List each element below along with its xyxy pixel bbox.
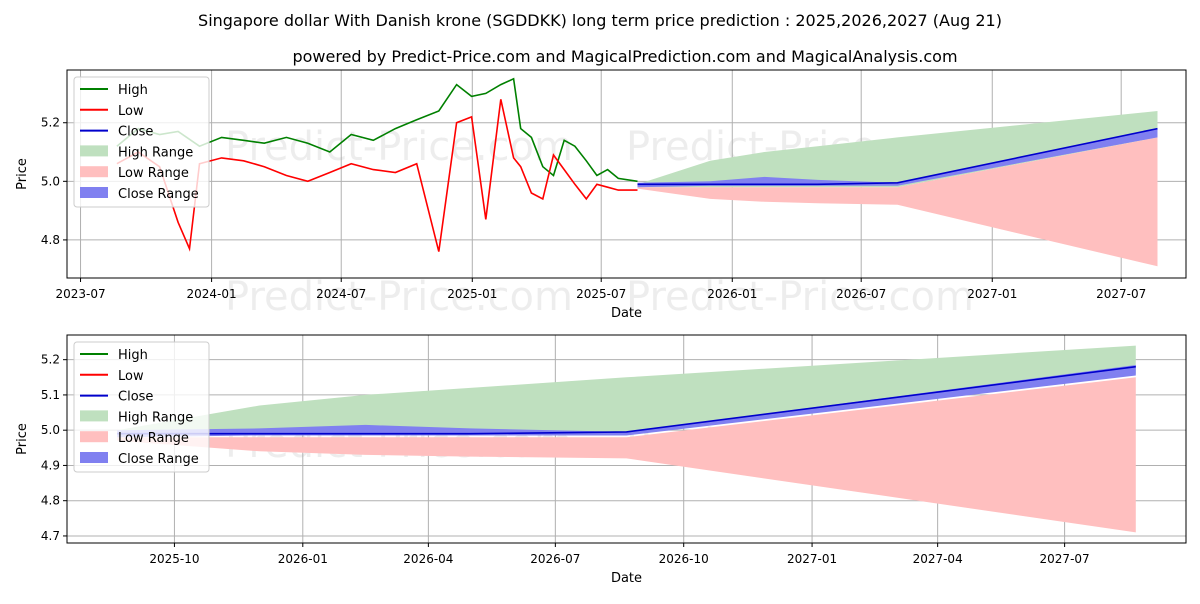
x-tick-label: 2027-07 [1096, 287, 1146, 301]
legend-label: Low Range [118, 431, 189, 446]
legend-swatch [80, 431, 108, 443]
close-series-line [117, 365, 1136, 435]
chart-subtitle: powered by Predict-Price.com and Magical… [292, 47, 957, 66]
y-tick-label: 5.0 [41, 174, 60, 188]
x-tick-label: 2024-07 [316, 287, 366, 301]
x-tick-label: 2025-01 [447, 287, 497, 301]
legend-label: Close [118, 390, 153, 405]
y-tick-label: 5.1 [41, 388, 60, 402]
y-tick-label: 5.2 [41, 116, 60, 130]
chart-panel-1: Predict-Price.com Predict-Price.com Predic… [15, 69, 1187, 321]
x-tick-label: 2024-01 [187, 287, 237, 301]
x-tick-label: 2027-07 [1040, 552, 1090, 566]
x-tick-label: 2026-10 [659, 552, 709, 566]
low-range-band [117, 377, 1136, 533]
x-tick-label: 2025-07 [576, 287, 626, 301]
legend-swatch [80, 452, 108, 463]
x-axis-label: Date [611, 306, 642, 321]
legend-label: Low [118, 104, 144, 119]
x-tick-label: 2023-07 [55, 287, 105, 301]
high-series-line [116, 77, 638, 183]
legend: High Low Close High Range Low Range Close Ran… [73, 341, 210, 473]
x-tick-label: 2027-04 [913, 552, 963, 566]
x-tick-label: 2025-10 [149, 552, 199, 566]
legend-label: High Range [118, 145, 193, 160]
close-series-line [637, 127, 1158, 186]
legend-label: High [118, 348, 148, 363]
legend-label: Close Range [118, 452, 199, 467]
y-tick-label: 5.2 [41, 353, 60, 367]
legend-swatch [80, 145, 108, 157]
x-tick-label: 2026-07 [530, 552, 580, 566]
x-tick-label: 2026-04 [403, 552, 453, 566]
watermark-text: Predict-Price.com [626, 274, 974, 320]
y-tick-label: 4.7 [41, 529, 60, 543]
plot-frame [66, 69, 1187, 279]
legend-label: Close [118, 125, 153, 140]
close-range-band [117, 365, 1136, 438]
x-axis-label: Date [611, 571, 642, 586]
y-axis-label: Price [15, 158, 30, 190]
x-tick-label: 2027-01 [787, 552, 837, 566]
legend-label: Low Range [118, 166, 189, 181]
legend-label: High Range [118, 410, 193, 425]
low-range-band [637, 137, 1158, 267]
x-tick-label: 2026-01 [278, 552, 328, 566]
x-tick-label: 2026-01 [707, 287, 757, 301]
y-tick-label: 4.9 [41, 458, 60, 472]
chart-panel-2: Predict-Price.comPredict-Price.com2025-1… [15, 334, 1187, 586]
y-axis-label: Price [15, 423, 30, 455]
legend-label: Close Range [118, 187, 199, 202]
y-tick-label: 5.0 [41, 423, 60, 437]
y-tick-label: 4.8 [41, 494, 60, 508]
chart-title: Singapore dollar With Danish krone (SGDD… [198, 11, 1002, 30]
legend-swatch [80, 187, 108, 198]
high-range-band [637, 111, 1158, 188]
legend-label: High [118, 83, 148, 98]
x-tick-label: 2026-07 [836, 287, 886, 301]
watermark-text: Predict-Price.com [225, 274, 573, 320]
plot-frame [66, 334, 1187, 544]
watermark-text: Predict-Price.com [225, 124, 573, 170]
legend: High Low Close High Range Low Range Close Ran… [73, 76, 210, 208]
legend-label: Low [118, 369, 144, 384]
x-tick-label: 2027-01 [967, 287, 1017, 301]
legend-swatch [80, 410, 108, 422]
high-range-band [117, 345, 1136, 434]
y-tick-label: 4.8 [41, 233, 60, 247]
legend-swatch [80, 166, 108, 178]
